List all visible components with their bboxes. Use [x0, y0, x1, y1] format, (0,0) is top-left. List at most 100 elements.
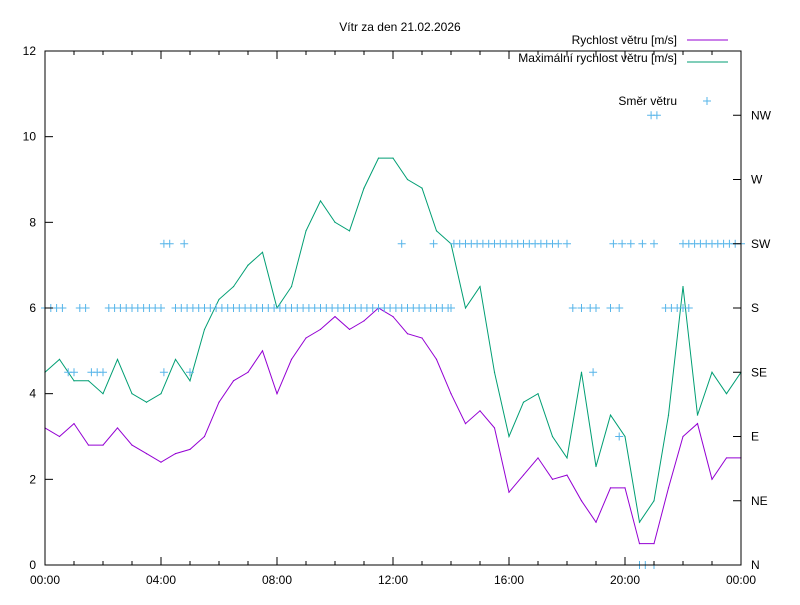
speed-point — [435, 358, 438, 360]
gust-point — [116, 358, 119, 360]
direction-point-s — [592, 304, 600, 312]
speed-point — [247, 371, 249, 373]
gust-point — [232, 285, 235, 288]
gust-point — [348, 230, 351, 232]
direction-point-sw — [638, 239, 647, 248]
x-tick-label: 08:00 — [262, 573, 292, 587]
gust-point — [493, 371, 496, 373]
legend: Rychlost větru [m/s] Maximální rychlost … — [518, 33, 728, 108]
gust-point — [522, 401, 525, 403]
y2-tick-label: W — [751, 173, 763, 187]
direction-point-sw — [563, 239, 571, 248]
gust-point — [595, 465, 597, 468]
speed-point — [667, 487, 670, 489]
x-tick-label: 20:00 — [610, 573, 640, 587]
speed-point — [711, 478, 713, 480]
gust-point — [406, 178, 409, 181]
legend-label-direction: Směr větru — [618, 94, 677, 108]
gust-point — [102, 393, 104, 395]
speed-point — [479, 410, 481, 412]
y-tick-label: 8 — [29, 215, 36, 229]
legend-label-speed: Rychlost větru [m/s] — [572, 33, 677, 47]
gust-point — [435, 230, 438, 232]
direction-point-s — [568, 304, 577, 312]
axes: 0 2 4 6 8 10 12 N NE E SE S SW W NW 00:00 04:00 08:00 12:0… — [23, 44, 772, 587]
direction-point-sw — [165, 239, 174, 248]
direction-point-se — [186, 368, 194, 377]
speed-point — [624, 487, 626, 489]
direction-point-sw — [180, 239, 189, 248]
gust-point — [479, 285, 481, 288]
y2-tick-label: SW — [751, 237, 771, 251]
y-tick-label: 0 — [29, 558, 36, 572]
direction-point-s — [684, 304, 693, 312]
gust-point — [160, 393, 162, 395]
speed-point — [203, 435, 206, 438]
gust-point — [551, 435, 554, 438]
speed-point — [116, 427, 119, 429]
gust-point — [334, 221, 336, 223]
speed-point — [392, 315, 394, 318]
direction-point-se — [589, 368, 598, 377]
gust-point — [87, 380, 90, 382]
direction-point-sw — [609, 239, 618, 248]
gust-point — [290, 285, 293, 288]
speed-point — [363, 320, 365, 322]
speed-point — [102, 444, 104, 446]
x-tick-label: 00:00 — [30, 573, 60, 587]
direction-point-se — [99, 368, 107, 377]
speed-point — [682, 435, 684, 438]
gust-point — [189, 380, 191, 382]
speed-point — [725, 457, 728, 459]
speed-point — [348, 328, 351, 331]
legend-sample-direction — [703, 97, 711, 105]
direction-point-nw — [652, 111, 661, 120]
direction-point-s — [58, 304, 67, 312]
gust-point — [537, 393, 539, 395]
gust-point — [696, 414, 699, 416]
gust-point — [667, 414, 670, 416]
speed-point — [73, 423, 75, 425]
speed-point — [450, 393, 452, 395]
legend-label-gust: Maximální rychlost větru [m/s] — [518, 51, 677, 65]
direction-point-se — [159, 368, 168, 377]
y-tick-label: 10 — [23, 130, 37, 144]
speed-point — [406, 333, 409, 335]
y-tick-label: 4 — [29, 387, 36, 401]
direction-point-s — [157, 304, 165, 312]
direction-point-sw — [650, 239, 658, 248]
direction-point-s — [447, 304, 455, 312]
speed-point — [551, 478, 554, 480]
speed-point — [696, 423, 699, 425]
gust-point — [218, 298, 220, 301]
speed-point — [653, 542, 655, 545]
x-tick-label: 12:00 — [378, 573, 408, 587]
gust-point — [363, 187, 365, 189]
speed-point — [522, 474, 525, 476]
gust-point — [711, 371, 713, 373]
y-tick-label: 12 — [23, 44, 37, 58]
speed-point — [464, 423, 467, 425]
gust-point — [73, 380, 75, 382]
x-tick-label: 04:00 — [146, 573, 176, 587]
speed-point — [334, 315, 336, 318]
gust-point — [464, 307, 467, 309]
speed-point — [87, 444, 90, 446]
gust-point — [566, 457, 568, 459]
direction-point-sw — [554, 239, 563, 248]
gust-point — [392, 157, 394, 159]
speed-point — [580, 500, 583, 502]
speed-point — [609, 487, 612, 489]
y-tick-label: 2 — [29, 472, 36, 486]
y2-tick-label: S — [751, 301, 759, 315]
direction-point-sw — [429, 239, 438, 248]
speed-point — [305, 337, 307, 339]
gust-point — [421, 187, 423, 189]
direction-point-sw — [397, 239, 406, 248]
gust-point — [145, 401, 148, 403]
speed-point — [595, 521, 597, 523]
y-tick-label: 6 — [29, 301, 36, 315]
y2-tick-label: N — [751, 558, 760, 572]
direction-point-s — [615, 304, 624, 312]
